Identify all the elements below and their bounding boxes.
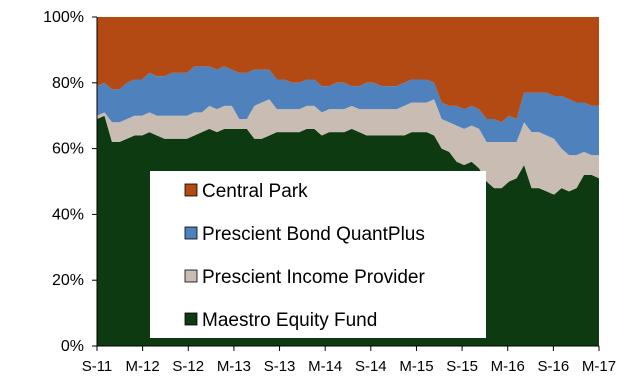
legend-swatch (184, 183, 198, 197)
legend-box (150, 171, 486, 338)
legend-swatch (184, 269, 198, 283)
y-tick-label: 80% (52, 75, 84, 92)
y-tick-label: 40% (52, 206, 84, 223)
legend-label: Central Park (202, 181, 308, 202)
y-tick-label: 100% (43, 9, 84, 26)
x-tick-label: M-15 (399, 358, 433, 375)
x-tick-label: S-14 (355, 358, 387, 375)
legend-label: Maestro Equity Fund (202, 310, 377, 331)
x-tick-label: S-15 (446, 358, 478, 375)
x-tick-label: S-13 (264, 358, 296, 375)
axes-layer: 0% 20% 40% 60% 80% 100% S-11 M-12 S-12 M-13 S-13 M-… (43, 9, 616, 375)
legend: Central Park Prescient Bond QuantPlus Pres… (150, 171, 486, 338)
legend-swatch (184, 226, 198, 240)
area-prescient-income-provider (97, 99, 599, 195)
y-tick-label: 0% (61, 338, 84, 355)
legend-swatch (184, 312, 198, 326)
area-prescient-bond-quantplus (97, 66, 599, 156)
legend-label: Prescient Bond QuantPlus (202, 224, 425, 245)
x-tick-label: S-11 (82, 358, 113, 375)
x-tick-label: M-12 (126, 358, 160, 375)
x-tick-label: M-13 (217, 358, 251, 375)
y-tick-label: 20% (52, 272, 84, 289)
x-tick-label: S-12 (172, 358, 204, 375)
legend-label: Prescient Income Provider (202, 267, 425, 288)
area-central-park (97, 17, 599, 123)
x-tick-label: M-17 (582, 358, 616, 375)
x-tick-label: M-16 (491, 358, 525, 375)
x-tick-label: S-16 (538, 358, 570, 375)
x-tick-label: M-14 (308, 358, 342, 375)
y-tick-label: 60% (52, 141, 84, 158)
